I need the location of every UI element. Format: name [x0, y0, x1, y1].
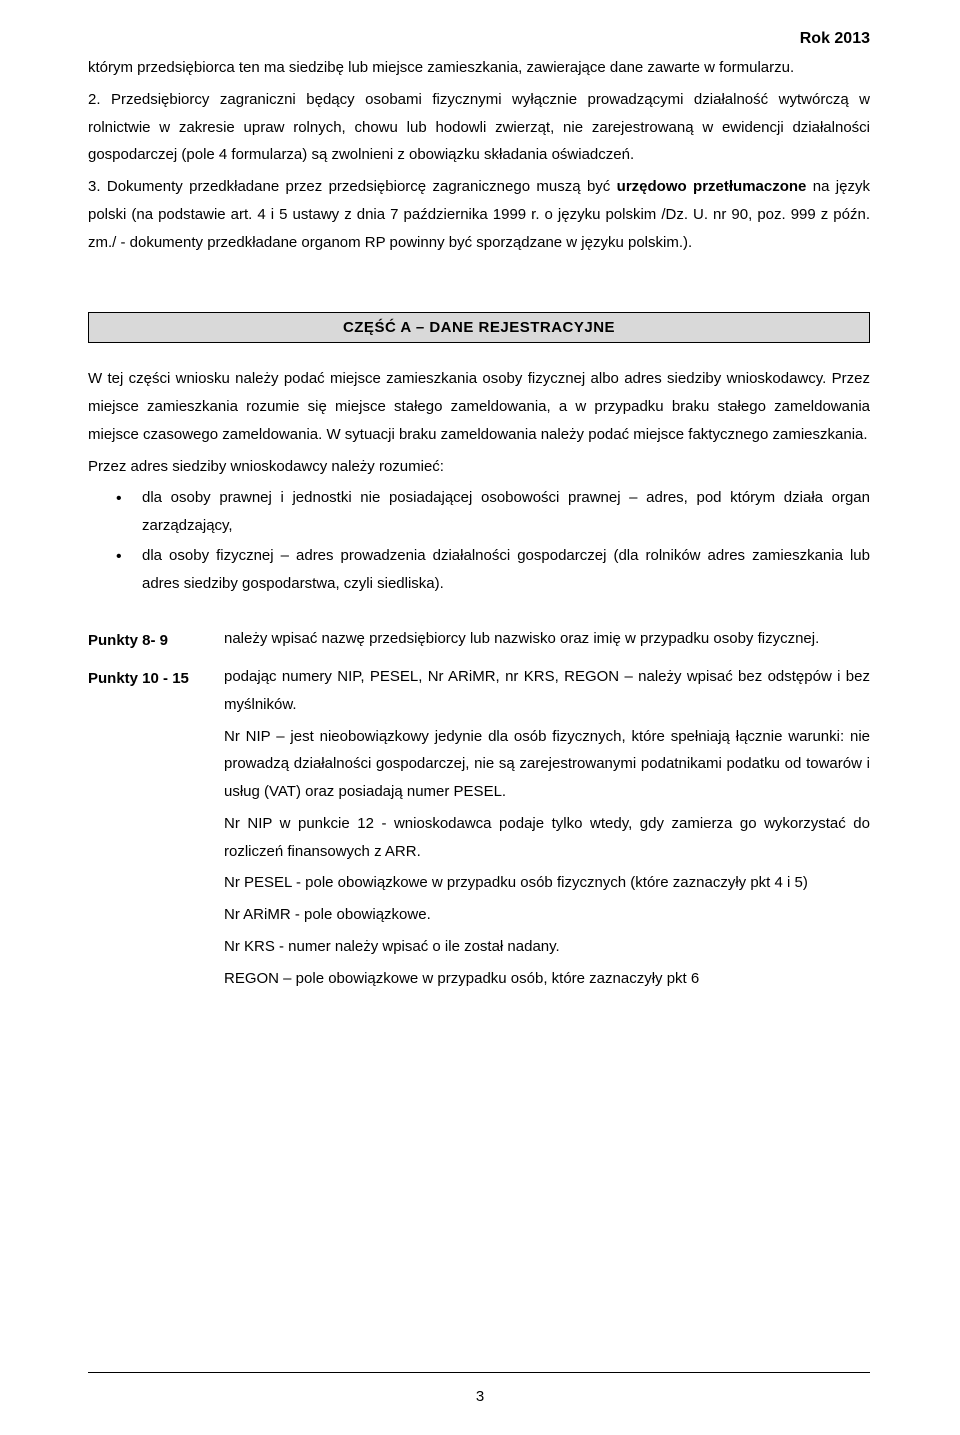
paragraph-a: W tej części wniosku należy podać miejsc…	[88, 365, 870, 448]
list-item: dla osoby fizycznej – adres prowadzenia …	[116, 542, 870, 598]
points-text: Nr PESEL - pole obowiązkowe w przypadku …	[224, 869, 870, 897]
points-content-8-9: należy wpisać nazwę przedsiębiorcy lub n…	[224, 625, 870, 657]
points-text: Nr KRS - numer należy wpisać o ile zosta…	[224, 933, 870, 961]
para3-bold: urzędowo przetłumaczone	[617, 178, 807, 195]
points-text: podając numery NIP, PESEL, Nr ARiMR, nr …	[224, 663, 870, 719]
footer-line	[88, 1372, 870, 1373]
points-row-8-9: Punkty 8- 9 należy wpisać nazwę przedsię…	[88, 625, 870, 657]
points-section: Punkty 8- 9 należy wpisać nazwę przedsię…	[88, 625, 870, 996]
points-label-8-9: Punkty 8- 9	[88, 625, 224, 657]
paragraph-2: 2. Przedsiębiorcy zagraniczni będący oso…	[88, 86, 870, 169]
points-text: Nr NIP – jest nieobowiązkowy jedynie dla…	[224, 723, 870, 806]
points-text: Nr ARiMR - pole obowiązkowe.	[224, 901, 870, 929]
para3-prefix: 3. Dokumenty przedkładane przez przedsię…	[88, 178, 617, 195]
points-text: należy wpisać nazwę przedsiębiorcy lub n…	[224, 625, 870, 653]
page-number: 3	[0, 1388, 960, 1405]
section-heading-box: CZĘŚĆ A – DANE REJESTRACYJNE	[88, 312, 870, 343]
paragraph-3: 3. Dokumenty przedkładane przez przedsię…	[88, 173, 870, 256]
points-row-10-15: Punkty 10 - 15 podając numery NIP, PESEL…	[88, 663, 870, 996]
points-label-10-15: Punkty 10 - 15	[88, 663, 224, 996]
bullet-list: dla osoby prawnej i jednostki nie posiad…	[116, 484, 870, 597]
list-item: dla osoby prawnej i jednostki nie posiad…	[116, 484, 870, 540]
points-content-10-15: podając numery NIP, PESEL, Nr ARiMR, nr …	[224, 663, 870, 996]
points-text: REGON – pole obowiązkowe w przypadku osó…	[224, 965, 870, 993]
points-text: Nr NIP w punkcie 12 - wnioskodawca podaj…	[224, 810, 870, 866]
header-year: Rok 2013	[88, 30, 870, 48]
paragraph-1: którym przedsiębiorca ten ma siedzibę lu…	[88, 54, 870, 82]
paragraph-b: Przez adres siedziby wnioskodawcy należy…	[88, 453, 870, 481]
